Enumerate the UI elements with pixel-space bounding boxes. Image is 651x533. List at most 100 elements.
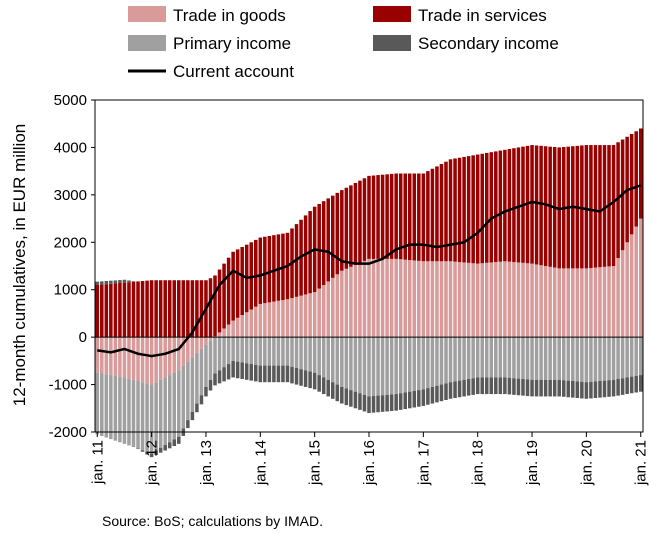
bar-secondary-income: [462, 379, 466, 397]
x-tick-label: jan. 15: [307, 440, 324, 486]
y-tick-label: -1000: [49, 377, 87, 394]
bar-primary-income: [100, 373, 104, 436]
bar-secondary-income: [113, 280, 118, 284]
bar-trade-in-services: [507, 148, 512, 262]
bar-trade-in-goods: [539, 265, 543, 338]
bar-primary-income: [140, 382, 145, 451]
bar-trade-in-services: [638, 128, 643, 219]
bar-trade-in-services: [163, 280, 167, 338]
bar-trade-in-goods: [226, 324, 231, 338]
bar-trade-in-services: [177, 280, 181, 338]
bar-secondary-income: [367, 396, 371, 414]
bar-trade-in-services: [494, 151, 498, 263]
y-tick-label: 4000: [54, 139, 87, 156]
bar-secondary-income: [195, 403, 199, 413]
bar-secondary-income: [222, 367, 226, 382]
bar-trade-in-services: [430, 168, 435, 262]
bar-primary-income: [290, 337, 294, 367]
bar-primary-income: [222, 337, 226, 368]
bar-trade-in-goods: [235, 317, 240, 338]
bar-primary-income: [358, 337, 362, 394]
bar-secondary-income: [602, 380, 607, 398]
bar-secondary-income: [104, 280, 109, 285]
bar-primary-income: [249, 337, 254, 365]
bar-trade-in-goods: [634, 226, 638, 338]
bar-trade-in-services: [258, 237, 263, 304]
bar-trade-in-services: [439, 164, 444, 262]
bar-secondary-income: [376, 395, 380, 413]
bar-trade-in-goods: [589, 267, 593, 338]
bar-trade-in-goods: [598, 267, 602, 338]
bar-secondary-income: [258, 365, 263, 383]
bar-primary-income: [494, 337, 498, 378]
bar-primary-income: [308, 337, 312, 372]
bar-primary-income: [557, 337, 561, 380]
bar-trade-in-services: [235, 249, 240, 318]
bar-primary-income: [321, 337, 326, 378]
bar-trade-in-goods: [294, 296, 299, 338]
bar-trade-in-goods: [145, 337, 149, 384]
x-tick-label: jan. 13: [198, 440, 215, 486]
x-tick-label: jan. 11: [89, 440, 106, 485]
bar-trade-in-goods: [376, 258, 380, 338]
bar-trade-in-goods: [543, 266, 548, 338]
bar-trade-in-goods: [398, 259, 403, 338]
bar-trade-in-goods: [403, 259, 407, 338]
bar-secondary-income: [244, 363, 249, 380]
bar-trade-in-goods: [494, 262, 498, 338]
bar-trade-in-goods: [462, 262, 466, 338]
bar-primary-income: [516, 337, 521, 379]
bar-trade-in-services: [385, 174, 389, 259]
legend-label-goods: Trade in goods: [173, 6, 286, 25]
bar-primary-income: [217, 337, 222, 371]
bar-trade-in-goods: [521, 262, 525, 338]
bar-trade-in-goods: [593, 267, 598, 338]
bar-trade-in-services: [448, 159, 453, 262]
bar-primary-income: [285, 337, 290, 366]
bar-primary-income: [575, 337, 580, 382]
bar-primary-income: [607, 337, 611, 381]
bar-secondary-income: [172, 439, 177, 447]
bar-trade-in-goods: [575, 268, 580, 338]
bar-trade-in-goods: [362, 260, 367, 338]
bar-primary-income: [367, 337, 371, 397]
bar-trade-in-services: [127, 282, 131, 338]
bar-trade-in-goods: [466, 262, 471, 338]
bar-trade-in-services: [634, 131, 638, 227]
bar-secondary-income: [131, 281, 136, 282]
legend: Trade in goods Trade in services Primary…: [128, 6, 559, 81]
bar-trade-in-services: [371, 175, 376, 259]
bar-secondary-income: [100, 281, 104, 285]
bar-secondary-income: [457, 380, 462, 398]
bar-trade-in-goods: [326, 281, 330, 338]
bar-primary-income: [638, 337, 643, 376]
bar-trade-in-goods: [602, 266, 607, 338]
bar-primary-income: [118, 376, 122, 443]
bar-secondary-income: [294, 367, 299, 385]
bar-secondary-income: [530, 379, 534, 397]
bar-primary-income: [552, 337, 557, 380]
bar-trade-in-services: [444, 161, 448, 262]
bar-primary-income: [625, 337, 629, 378]
bar-secondary-income: [276, 365, 281, 383]
bar-trade-in-goods: [140, 337, 145, 383]
bar-primary-income: [226, 337, 231, 365]
bar-primary-income: [303, 337, 308, 371]
bar-primary-income: [611, 337, 616, 380]
bar-secondary-income: [543, 379, 548, 397]
bar-trade-in-goods: [113, 337, 118, 376]
bar-secondary-income: [507, 377, 512, 395]
bar-primary-income: [412, 337, 417, 391]
bar-secondary-income: [190, 411, 195, 421]
bar-primary-income: [466, 337, 471, 380]
bar-secondary-income: [430, 386, 435, 404]
bar-secondary-income: [475, 377, 480, 395]
bar-secondary-income: [398, 393, 403, 410]
bar-trade-in-goods: [620, 250, 625, 338]
bar-trade-in-goods: [340, 270, 344, 338]
bar-trade-in-services: [240, 247, 244, 315]
x-tick-label: jan. 21: [633, 440, 650, 486]
bar-trade-in-goods: [484, 262, 489, 338]
bar-secondary-income: [340, 386, 344, 404]
